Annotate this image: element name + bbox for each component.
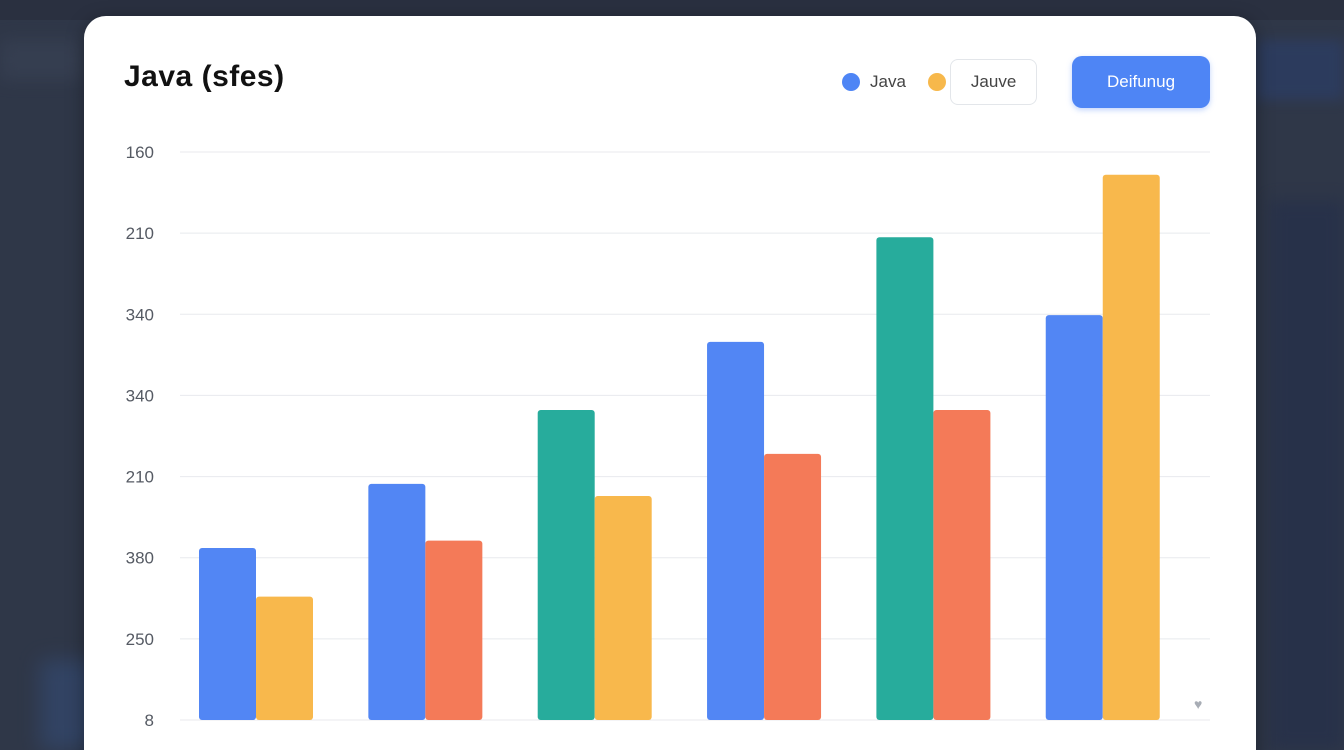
legend-dot-blue-icon — [842, 73, 860, 91]
bar-yellow[interactable] — [1102, 174, 1160, 721]
y-tick-label: 340 — [126, 305, 154, 324]
bar-blue[interactable] — [707, 341, 765, 720]
y-tick-label: 380 — [126, 549, 154, 568]
bar-yellow[interactable] — [594, 496, 652, 720]
chart-card: Java (sfes) Java Jauve Deifunug 160 210 34… — [84, 16, 1256, 750]
chart-legend: Java Jauve — [842, 58, 1059, 106]
bar-chart: 160 210 340 340 210 380 250 8 — [126, 143, 1210, 730]
bar-red[interactable] — [764, 453, 822, 720]
background-blur-right-edge — [1270, 200, 1344, 750]
legend-item-jauve-dot — [927, 73, 946, 91]
y-tick-label: 210 — [126, 224, 154, 243]
primary-action-button[interactable]: Deifunug — [1072, 56, 1210, 108]
y-tick-label: 250 — [126, 630, 154, 649]
bar-yellow[interactable] — [256, 596, 313, 720]
bar-blue[interactable] — [1045, 315, 1103, 720]
bars — [199, 174, 1160, 721]
y-tick-label: 340 — [126, 386, 154, 405]
bar-red[interactable] — [425, 540, 483, 720]
y-tick-label: 160 — [126, 143, 154, 162]
legend-item-jauve[interactable]: Jauve — [949, 59, 1038, 105]
chart-title: Java (sfes) — [124, 60, 285, 93]
bar-teal[interactable] — [537, 410, 595, 720]
gridlines — [180, 151, 1210, 721]
y-tick-label: 8 — [145, 711, 154, 730]
y-axis-ticks: 160 210 340 340 210 380 250 8 — [126, 143, 154, 730]
legend-item-java[interactable]: Java — [842, 72, 906, 92]
background-blur-left — [0, 40, 84, 80]
legend-label: Java — [870, 72, 906, 91]
bar-teal[interactable] — [876, 237, 934, 720]
background-top-band — [0, 0, 1344, 20]
background-blur-right — [1256, 40, 1344, 100]
bar-red[interactable] — [933, 410, 991, 720]
y-tick-label: 210 — [126, 468, 154, 487]
bar-blue[interactable] — [199, 547, 256, 720]
legend-dot-yellow-icon — [927, 73, 946, 91]
heart-icon[interactable]: ♥ — [1194, 696, 1203, 712]
legend-label: Jauve — [970, 72, 1017, 91]
bar-blue[interactable] — [368, 483, 426, 720]
